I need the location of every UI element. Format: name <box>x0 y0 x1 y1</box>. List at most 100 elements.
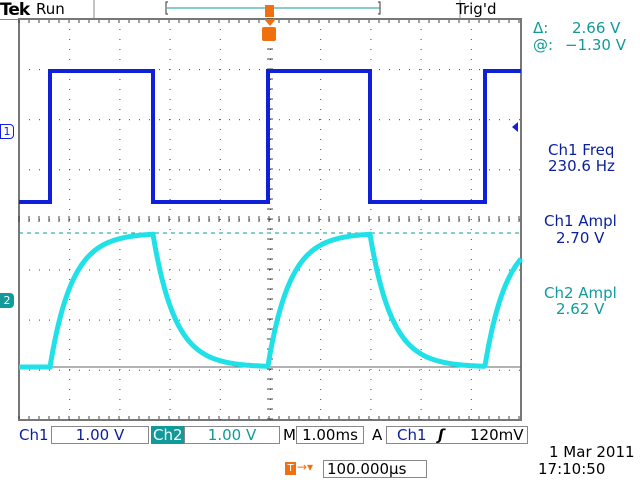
ch1-ground-marker[interactable]: 1 <box>0 124 14 139</box>
grid-dot <box>179 69 180 71</box>
grid-dot <box>109 319 110 321</box>
grid-dot <box>420 139 422 140</box>
grid-dot <box>169 239 171 240</box>
grid-dot <box>399 169 400 171</box>
grid-dot <box>219 269 221 270</box>
grid-dot <box>69 229 71 230</box>
grid-dot <box>470 89 472 90</box>
grid-dot <box>69 309 71 310</box>
grid-dot <box>420 239 422 240</box>
grid-dot <box>69 139 71 140</box>
grid-dot <box>69 149 71 150</box>
grid-dot <box>320 399 322 400</box>
grid-dot <box>69 109 71 110</box>
grid-dot <box>169 269 171 270</box>
grid-dot <box>320 249 322 250</box>
grid-dot <box>169 69 171 70</box>
grid-dot <box>509 319 510 321</box>
grid-dot <box>169 99 171 100</box>
ch1-ampl-label: Ch1 Ampl <box>544 212 617 230</box>
ch2-label[interactable]: Ch2 <box>151 426 185 444</box>
grid-dot <box>370 309 372 310</box>
grid-dot <box>319 119 320 121</box>
grid-dot <box>219 99 221 100</box>
grid-dot <box>229 69 230 71</box>
grid-dot <box>479 369 480 371</box>
grid-dot <box>119 269 120 271</box>
grid-dot <box>419 319 420 321</box>
grid-dot <box>169 279 171 280</box>
grid-dot <box>199 269 200 271</box>
grid-dot <box>420 169 422 170</box>
grid-dot <box>420 39 422 40</box>
grid-dot <box>69 409 71 410</box>
grid-dot <box>29 69 30 71</box>
grid-dot <box>179 319 180 321</box>
grid-dot <box>320 209 322 210</box>
grid-dot <box>119 249 121 250</box>
grid-dot <box>420 259 422 260</box>
grid-dot <box>69 39 71 40</box>
cursor-at-label: @: <box>533 36 554 54</box>
ch2-ground-marker[interactable]: 2 <box>0 293 14 308</box>
grid-dot <box>219 369 220 371</box>
grid-dot <box>359 369 360 371</box>
grid-dot <box>59 119 60 121</box>
ch1-scale[interactable]: 1.00 V <box>51 426 149 444</box>
grid-dot <box>420 359 422 360</box>
grid-dot <box>169 209 171 210</box>
grid-dot <box>119 79 121 80</box>
trigger-box[interactable] <box>386 426 528 444</box>
grid-dot <box>219 109 221 110</box>
grid-dot <box>59 269 60 271</box>
grid-dot <box>219 29 221 30</box>
grid-dot <box>79 319 80 321</box>
grid-dot <box>320 409 322 410</box>
grid-dot <box>119 49 121 50</box>
grid-dot <box>219 249 221 250</box>
grid-dot <box>219 289 221 290</box>
grid-dot <box>309 169 310 171</box>
grid-dot <box>420 309 422 310</box>
grid-dot <box>159 369 160 371</box>
grid-dot <box>420 419 422 420</box>
grid-dot <box>370 219 372 220</box>
grid-dot <box>420 269 422 270</box>
trigger-delay[interactable]: 100.000µs <box>323 460 427 478</box>
ch2-scale[interactable]: 1.00 V <box>184 426 280 444</box>
grid-dot <box>509 269 510 271</box>
grid-dot <box>69 279 71 280</box>
grid-dot <box>69 179 71 180</box>
grid-dot <box>189 369 190 371</box>
grid-dot <box>119 39 121 40</box>
grid-dot <box>470 289 472 290</box>
grid-dot <box>49 369 50 371</box>
grid-dot <box>219 369 221 370</box>
grid-dot <box>119 389 121 390</box>
grid-dot <box>320 339 322 340</box>
grid-dot <box>69 399 71 400</box>
grid-dot <box>229 119 230 121</box>
grid-dot <box>179 369 180 371</box>
ch1-label[interactable]: Ch1 <box>19 426 49 444</box>
grid-dot <box>79 169 80 171</box>
trigger-source: Ch1 <box>397 426 427 444</box>
grid-dot <box>119 189 121 190</box>
grid-dot <box>470 59 472 60</box>
grid-dot <box>219 159 221 160</box>
grid-dot <box>420 319 422 320</box>
grid-dot <box>169 49 171 50</box>
grid-dot <box>370 319 372 320</box>
grid-dot <box>219 179 221 180</box>
grid-dot <box>339 269 340 271</box>
rising-edge-icon: ʃ <box>438 426 445 444</box>
timebase-value[interactable]: 1.00ms <box>296 426 364 444</box>
grid-dot <box>69 339 71 340</box>
tek-logo: Tek <box>0 0 30 20</box>
grid-dot <box>129 169 130 171</box>
grid-dot <box>219 169 221 170</box>
grid-dot <box>470 269 472 270</box>
grid-dot <box>219 119 221 120</box>
grid-dot <box>320 199 322 200</box>
grid-dot <box>29 269 30 271</box>
